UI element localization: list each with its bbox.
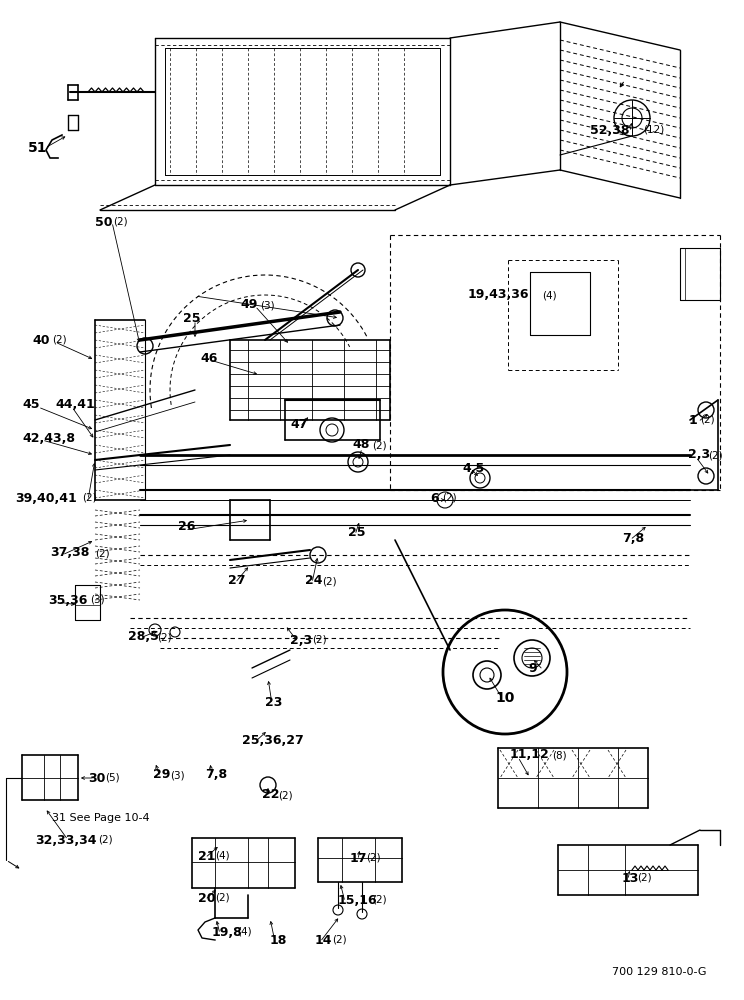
Text: (2): (2) [372, 895, 387, 905]
Text: 2,3: 2,3 [290, 634, 312, 647]
Text: (2): (2) [312, 635, 327, 645]
Text: (2): (2) [215, 893, 230, 903]
Text: (3): (3) [260, 300, 275, 310]
Text: (2): (2) [52, 335, 67, 345]
Text: 9: 9 [528, 662, 536, 674]
Text: 32,33,34: 32,33,34 [35, 834, 97, 846]
Text: (2): (2) [637, 873, 652, 883]
Text: (2): (2) [95, 548, 109, 558]
Text: 19,8: 19,8 [212, 926, 243, 938]
Text: 700 129 810-0-G: 700 129 810-0-G [612, 967, 707, 977]
Text: (2): (2) [278, 790, 292, 800]
Text: (2): (2) [708, 450, 722, 460]
Text: 6: 6 [430, 491, 439, 504]
Text: (4): (4) [215, 851, 230, 861]
Text: 26: 26 [178, 520, 196, 534]
Text: 22: 22 [262, 788, 280, 802]
Text: 25,36,27: 25,36,27 [242, 734, 304, 746]
Text: 10: 10 [495, 691, 514, 705]
Text: 14: 14 [315, 934, 333, 946]
Text: 11,12: 11,12 [510, 748, 550, 762]
Text: 50: 50 [95, 216, 112, 229]
Text: 47: 47 [290, 418, 307, 432]
Text: 23: 23 [265, 696, 283, 708]
Text: (3): (3) [90, 595, 105, 605]
Text: (4): (4) [237, 927, 251, 937]
Text: 7,8: 7,8 [622, 532, 644, 544]
Text: 52,38: 52,38 [590, 123, 629, 136]
Text: 20: 20 [198, 892, 216, 904]
Text: 40: 40 [32, 334, 50, 347]
Text: (2): (2) [82, 493, 97, 503]
Text: (2): (2) [113, 217, 128, 227]
Text: 35,36: 35,36 [48, 593, 87, 606]
Text: (2): (2) [332, 935, 347, 945]
Text: (4): (4) [542, 290, 557, 300]
Text: 48: 48 [352, 438, 369, 452]
Text: (2): (2) [157, 632, 172, 642]
Text: 30: 30 [88, 772, 106, 784]
Text: 42,43,8: 42,43,8 [22, 432, 75, 444]
Text: 19,43,36: 19,43,36 [468, 288, 530, 302]
Text: 28,5: 28,5 [128, 631, 159, 644]
Text: (5): (5) [105, 773, 120, 783]
Text: 25: 25 [183, 312, 200, 324]
Text: (2): (2) [98, 835, 112, 845]
Text: 46: 46 [200, 352, 217, 364]
Text: (12): (12) [643, 125, 664, 135]
Text: (2): (2) [442, 493, 457, 503]
Text: 25: 25 [348, 526, 365, 538]
Text: 4,5: 4,5 [462, 462, 484, 475]
Text: 45: 45 [22, 398, 39, 412]
Text: 7,8: 7,8 [205, 768, 227, 782]
Text: (2): (2) [366, 853, 381, 863]
Text: (2): (2) [322, 576, 336, 586]
Text: 44,41: 44,41 [55, 398, 94, 412]
Text: (3): (3) [170, 770, 185, 780]
Text: 49: 49 [240, 298, 257, 312]
Text: 17: 17 [350, 852, 368, 864]
Text: 18: 18 [270, 934, 287, 946]
Text: (2): (2) [700, 415, 715, 425]
Text: 24: 24 [305, 574, 322, 587]
Text: 29: 29 [153, 768, 170, 782]
Text: (2): (2) [372, 440, 387, 450]
Text: 1: 1 [689, 414, 698, 426]
Text: 2,3: 2,3 [688, 448, 710, 462]
Text: (8): (8) [552, 750, 567, 760]
Text: 15,16: 15,16 [338, 894, 378, 906]
Text: 39,40,41: 39,40,41 [15, 491, 77, 504]
Text: 51: 51 [28, 141, 48, 155]
Text: 37,38: 37,38 [50, 546, 89, 560]
Text: 13: 13 [622, 871, 639, 884]
Text: 21: 21 [198, 850, 216, 862]
Text: 31 See Page 10-4: 31 See Page 10-4 [52, 813, 150, 823]
Text: 27: 27 [228, 574, 246, 587]
